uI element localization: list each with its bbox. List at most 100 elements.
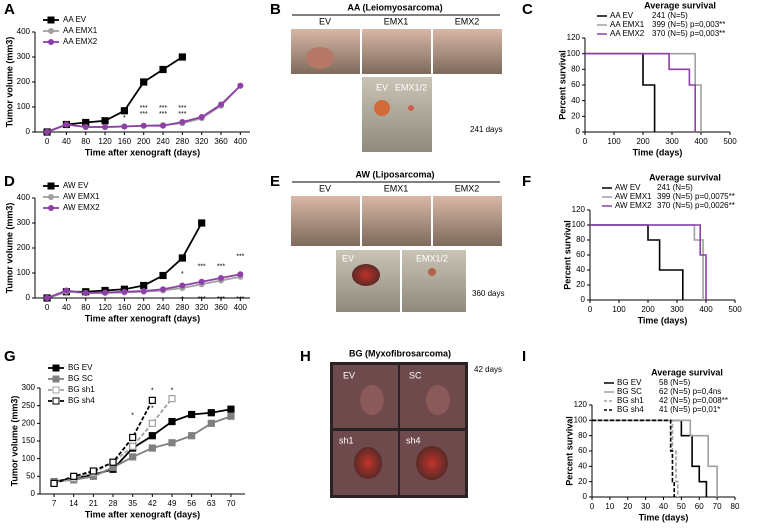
marker (63, 121, 70, 128)
annotation: *** (178, 111, 186, 118)
legend-label: BG sh1 (68, 385, 95, 394)
marker (168, 439, 176, 447)
y-tick-label: 400 (17, 193, 31, 202)
series-line (592, 419, 679, 497)
y-tick-label: 20 (571, 111, 580, 120)
legend-marker (48, 205, 54, 211)
y-tick-label: 100 (17, 102, 31, 111)
y-tick-label: 200 (17, 77, 31, 86)
photo (402, 250, 466, 312)
x-tick-label: 35 (128, 499, 137, 508)
x-tick-label: 100 (607, 137, 621, 146)
x-tick-label: 80 (81, 303, 90, 312)
series-line (590, 224, 707, 300)
annotation: *** (159, 105, 167, 112)
y-tick-label: 80 (576, 235, 585, 244)
y-tick-label: 20 (578, 477, 587, 486)
tumor (426, 385, 450, 415)
y-axis-label: Tumor volume (mm3) (4, 203, 14, 294)
photo-label: EMX1 (384, 16, 409, 26)
days-label: 360 days (472, 289, 504, 298)
panel-label: A (4, 1, 15, 18)
annotation: *** (217, 264, 225, 271)
annotation: * (151, 388, 154, 395)
photo (433, 29, 502, 74)
legend-marker (48, 194, 54, 200)
panel-label: E (270, 173, 280, 190)
tumor (360, 385, 384, 415)
y-tick-label: 0 (26, 127, 31, 136)
marker (188, 410, 196, 419)
y-axis-label: Tumor volume (mm3) (4, 37, 14, 128)
marker (207, 409, 215, 417)
y-tick-label: 400 (17, 27, 31, 36)
legend-label: AW EV (615, 183, 641, 192)
legend-label: AA EV (610, 11, 634, 20)
photo-label: EMX2 (455, 16, 480, 26)
legend-label: BG EV (617, 378, 642, 387)
marker (198, 219, 206, 227)
annotation: *** (198, 264, 206, 271)
tumor (374, 100, 390, 116)
x-tick-label: 70 (227, 499, 236, 508)
legend-detail: 241 (N=5) (652, 11, 688, 20)
x-tick-label: 63 (207, 499, 216, 508)
y-tick-label: 120 (567, 33, 581, 42)
panel-label: C (522, 1, 533, 18)
y-tick-label: 80 (571, 64, 580, 73)
marker (178, 254, 186, 262)
tumor (408, 105, 414, 111)
legend-label: AA EMX1 (610, 20, 645, 29)
legend-marker (48, 39, 54, 45)
marker (168, 395, 176, 403)
x-tick-label: 50 (677, 502, 686, 511)
photo-label: EV (319, 183, 331, 193)
legend-label: AA EMX2 (63, 37, 98, 46)
photo-label: sh4 (406, 435, 421, 445)
series-line (585, 52, 656, 132)
y-tick-label: 100 (22, 454, 36, 463)
legend-detail: 41 (N=5) p=0,01* (659, 405, 720, 414)
legend-marker (47, 182, 55, 190)
x-tick-label: 300 (670, 305, 684, 314)
x-tick-label: 500 (728, 305, 742, 314)
marker (121, 123, 128, 130)
marker (198, 278, 205, 285)
legend-detail: 370 (N=5) p=0,003** (652, 29, 725, 38)
annotation: *** (198, 296, 206, 303)
marker (140, 122, 147, 129)
legend-label: BG SC (617, 387, 642, 396)
marker (188, 432, 196, 440)
marker (218, 101, 225, 108)
days-label: 42 days (474, 365, 502, 374)
marker (148, 444, 156, 452)
panel-label: D (4, 173, 15, 190)
y-tick-label: 0 (581, 295, 586, 304)
marker (207, 419, 215, 427)
x-tick-label: 0 (590, 502, 595, 511)
marker (227, 412, 235, 420)
y-tick-label: 100 (574, 415, 588, 424)
marker (237, 271, 244, 278)
annotation: *** (217, 296, 225, 303)
annotation: *** (236, 296, 244, 303)
marker (159, 65, 167, 74)
series-line (592, 419, 718, 497)
x-axis-label: Time (days) (633, 147, 683, 157)
x-tick-label: 100 (612, 305, 626, 314)
photo (362, 77, 432, 152)
x-tick-label: 28 (109, 499, 118, 508)
legend-detail: 399 (N=5) p=0,003** (652, 20, 725, 29)
x-tick-label: 0 (45, 303, 50, 312)
annotation: *** (178, 105, 186, 112)
x-tick-label: 80 (731, 502, 740, 511)
marker (148, 396, 156, 404)
marker (102, 289, 109, 296)
x-tick-label: 7 (52, 499, 57, 508)
x-tick-label: 0 (583, 137, 588, 146)
photo-label: EV (342, 253, 354, 263)
legend-detail: 370 (N=5) p=0,0026** (657, 201, 735, 210)
y-tick-label: 60 (578, 446, 587, 455)
marker (44, 295, 51, 301)
marker (50, 479, 58, 487)
